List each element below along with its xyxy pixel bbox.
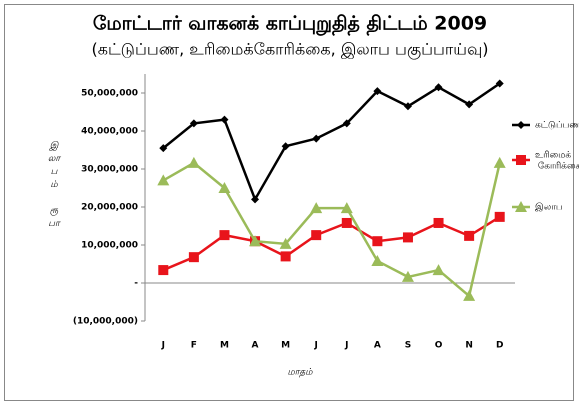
y-tick-label: - xyxy=(134,279,138,289)
x-tick-label: S xyxy=(405,341,411,351)
marker xyxy=(157,174,170,186)
marker xyxy=(464,230,475,241)
marker xyxy=(279,237,292,249)
marker xyxy=(373,87,382,96)
x-tick-label: J xyxy=(161,341,165,351)
marker xyxy=(463,289,476,301)
marker xyxy=(340,202,353,214)
y-axis-label: இ லா ப ம் ரூ பா xyxy=(48,140,61,229)
chart-subtitle: (கட்டுப்பண, உரிமைக்கோரிக்கை, இலாப பகுப்ப… xyxy=(91,40,488,60)
x-tick-label: A xyxy=(252,341,259,351)
x-tick-label: A xyxy=(374,341,381,351)
marker xyxy=(220,115,229,124)
marker xyxy=(341,217,352,228)
marker xyxy=(281,142,290,151)
marker xyxy=(494,211,505,222)
marker xyxy=(516,155,526,165)
x-axis-label: மாதம் xyxy=(287,368,313,378)
marker xyxy=(159,144,168,153)
marker xyxy=(495,79,504,88)
marker xyxy=(403,102,412,111)
marker xyxy=(310,202,323,214)
x-tick-label: M xyxy=(281,341,290,351)
y-tick-label: 50,000,000 xyxy=(81,89,138,99)
marker xyxy=(465,100,474,109)
series-line xyxy=(162,215,501,272)
marker xyxy=(218,182,231,193)
marker xyxy=(517,121,525,129)
chart-frame xyxy=(4,4,574,401)
marker xyxy=(312,134,321,143)
marker xyxy=(280,251,291,262)
marker xyxy=(188,252,199,263)
x-tick-label: J xyxy=(314,341,318,351)
marker xyxy=(189,119,198,128)
marker xyxy=(158,265,169,276)
chart-title: மோட்டார் வாகனக் காப்புறுதித் திட்டம் 200… xyxy=(93,13,487,37)
x-tick-label: O xyxy=(435,341,443,351)
marker xyxy=(187,156,200,168)
marker xyxy=(249,235,262,247)
x-tick-label: N xyxy=(465,341,473,351)
x-tick-label: F xyxy=(191,341,197,351)
x-tick-label: M xyxy=(220,341,229,351)
marker xyxy=(434,83,443,92)
marker xyxy=(372,236,383,247)
marker xyxy=(371,254,384,266)
marker xyxy=(433,217,444,228)
marker xyxy=(311,230,322,241)
x-tick-label: D xyxy=(496,341,503,351)
marker xyxy=(515,201,527,212)
y-tick-label: 20,000,000 xyxy=(81,203,138,213)
y-tick-label: 40,000,000 xyxy=(81,127,138,137)
marker xyxy=(251,195,260,204)
legend-label: இலாப xyxy=(535,203,563,213)
y-tick-label: (10,000,000) xyxy=(73,317,138,327)
legend-label: கட்டுப்பண xyxy=(535,121,579,131)
legend-label: உரிமைக் கோரிக்கை xyxy=(535,150,579,171)
marker xyxy=(493,156,506,168)
y-tick-label: 10,000,000 xyxy=(81,241,138,251)
x-tick-label: J xyxy=(344,341,348,351)
series-line xyxy=(162,82,501,203)
marker xyxy=(219,230,230,241)
marker xyxy=(401,270,414,282)
marker xyxy=(402,232,413,243)
marker xyxy=(342,119,351,128)
marker xyxy=(432,264,445,276)
y-tick-label: 30,000,000 xyxy=(81,165,138,175)
